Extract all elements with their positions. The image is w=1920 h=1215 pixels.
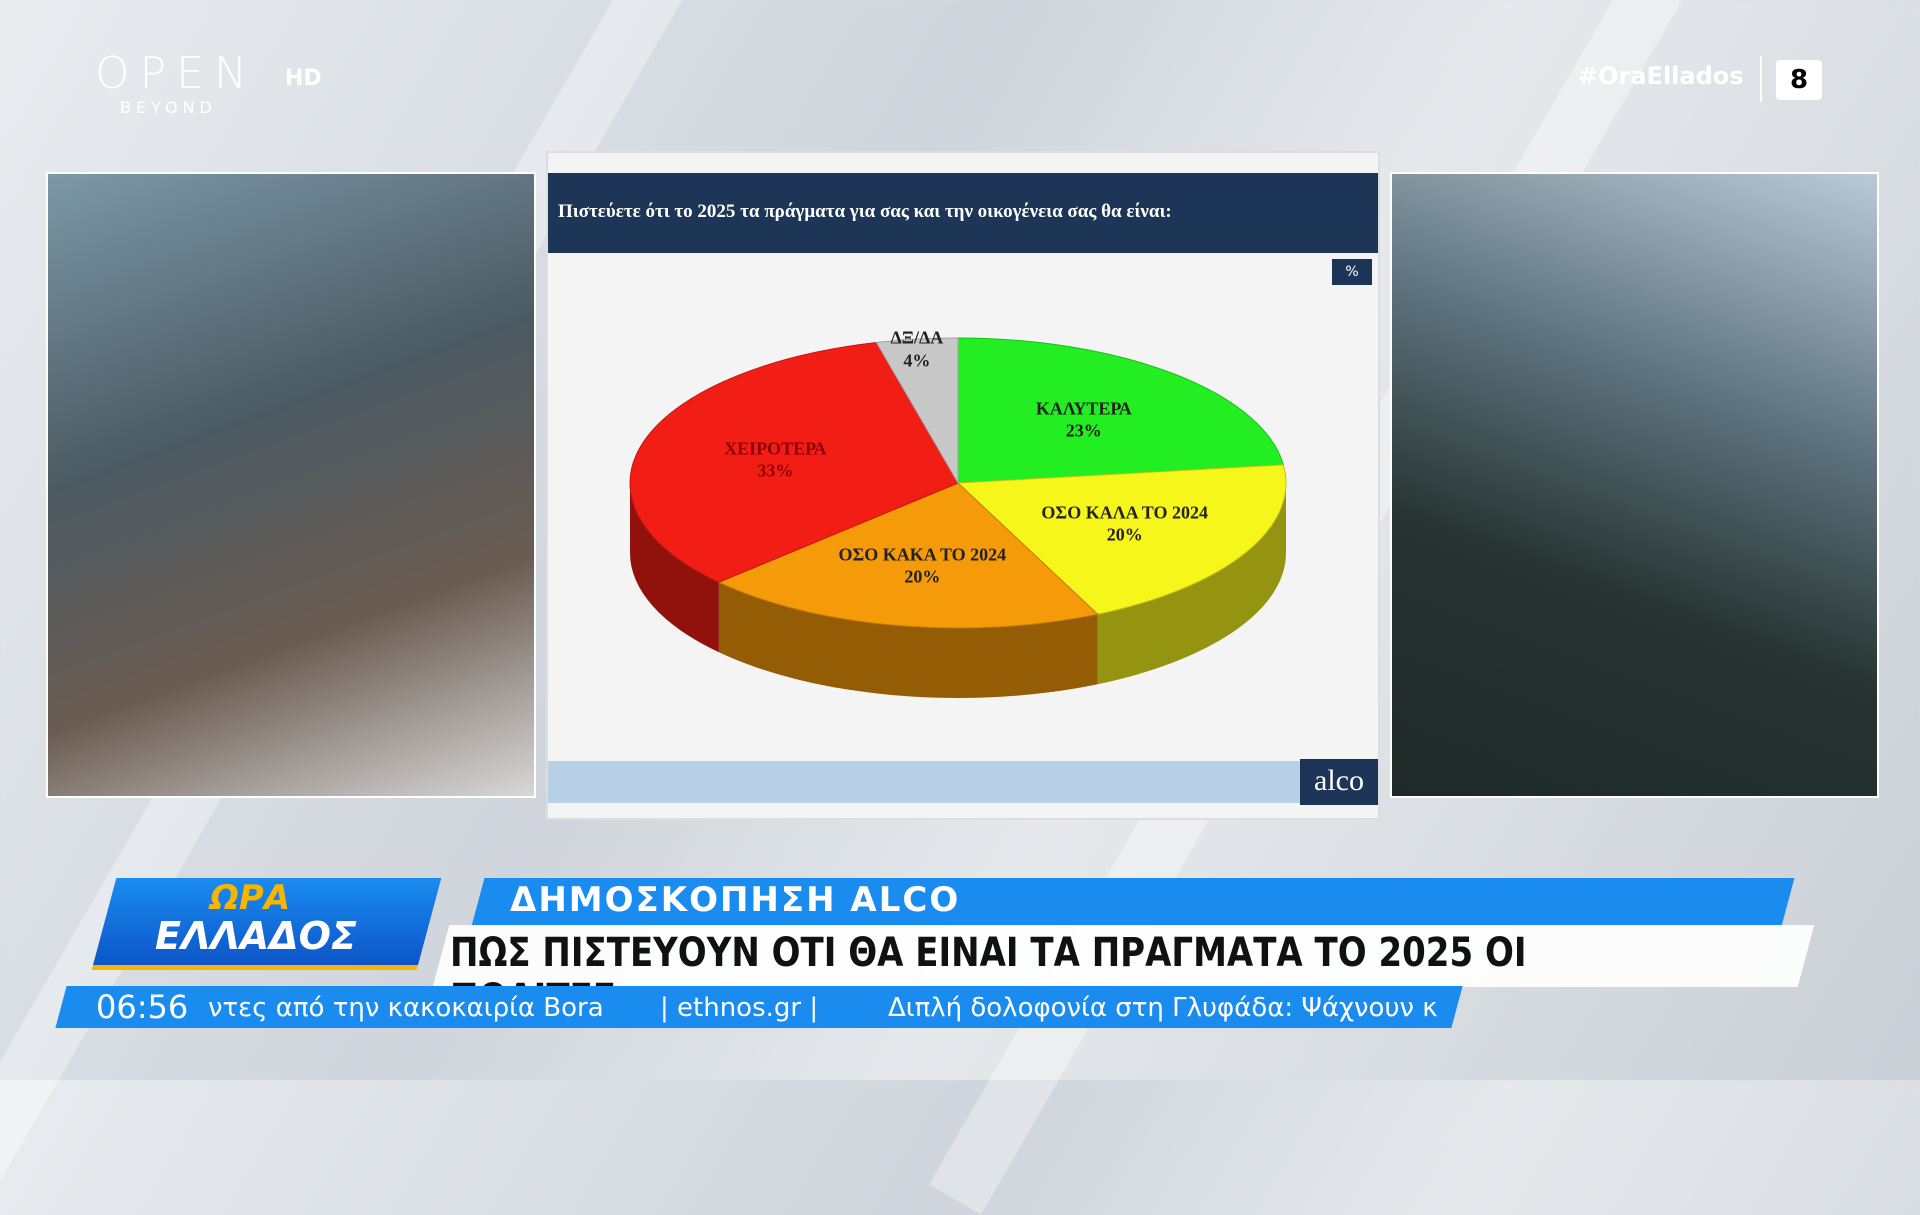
slice-value: 4% [903, 350, 931, 371]
pie-slice-side [718, 582, 1098, 698]
chart-title: Πιστεύετε ότι το 2025 τα πράγματα για σα… [548, 173, 1378, 253]
show-line2: ΕΛΛΑΔΟΣ [155, 914, 357, 958]
footer-bar [548, 761, 1378, 803]
slice-name: ΟΣΟ ΚΑΛΑ ΤΟ 2024 [1041, 502, 1208, 522]
logo-tagline: BEYOND [120, 98, 217, 117]
logo-hd: HD [285, 66, 322, 91]
slice-label: ΚΑΛΥΤΕΡΑ 23% [999, 397, 1169, 442]
pie-labels: ΚΑΛΥΤΕΡΑ 23% ΟΣΟ ΚΑΛΑ ΤΟ 2024 20% ΟΣΟ ΚΑΚΑ Τ… [548, 153, 1378, 753]
divider [1760, 56, 1762, 102]
pie-slice [875, 337, 959, 485]
kicker: ΔΗΜΟΣΚΟΠΗΣΗ ALCO [510, 880, 961, 920]
pie-slice [629, 342, 959, 583]
slice-label: ΟΣΟ ΚΑΛΑ ΤΟ 2024 20% [1040, 501, 1210, 546]
host-video-left [46, 172, 536, 798]
rating-badge: 8 [1776, 60, 1822, 100]
logo: OPEN [95, 48, 257, 99]
pie-slice [957, 337, 1285, 484]
slice-name: ΚΑΛΥΤΕΡΑ [1035, 398, 1132, 419]
show-line1: ΩΡΑ [210, 878, 291, 918]
host-video-right [1390, 172, 1879, 798]
ticker-item: | ethnos.gr | [660, 993, 819, 1023]
slice-name: ΔΞ/ΔΑ [890, 327, 944, 348]
ticker-item: ντες από την κακοκαιρία Bora [208, 993, 604, 1023]
slice-value: 20% [904, 566, 941, 587]
hashtag: #OraEllados [1578, 62, 1744, 90]
pie-slice [956, 464, 1287, 615]
slice-label: ΔΞ/ΔΑ 4% [832, 327, 1002, 372]
pie-slice-side [1097, 483, 1286, 685]
clock: 06:56 [96, 988, 189, 1026]
screen: OPEN HD BEYOND #OraEllados 8 Πιστεύετε ό… [0, 0, 1920, 1080]
ticker-item: Διπλή δολοφονία στη Γλυφάδα: Ψάχνουν κ [888, 993, 1438, 1023]
pie-chart [629, 337, 1287, 698]
slice-name: ΧΕΙΡΟΤΕΡΑ [724, 438, 827, 459]
slice-value: 33% [757, 460, 794, 481]
slice-value: 20% [1106, 524, 1143, 545]
slice-label: ΟΣΟ ΚΑΚΑ ΤΟ 2024 20% [837, 543, 1007, 588]
chart-panel: Πιστεύετε ότι το 2025 τα πράγματα για σα… [546, 151, 1380, 820]
slice-name: ΟΣΟ ΚΑΚΑ ΤΟ 2024 [838, 544, 1007, 565]
pie-slice [717, 482, 1099, 629]
slice-value: 23% [1065, 420, 1102, 441]
unit-badge: % [1332, 259, 1372, 285]
pie-slice-side [630, 483, 719, 653]
source-logo: alco [1300, 759, 1378, 805]
slice-label: ΧΕΙΡΟΤΕΡΑ 33% [690, 437, 860, 482]
